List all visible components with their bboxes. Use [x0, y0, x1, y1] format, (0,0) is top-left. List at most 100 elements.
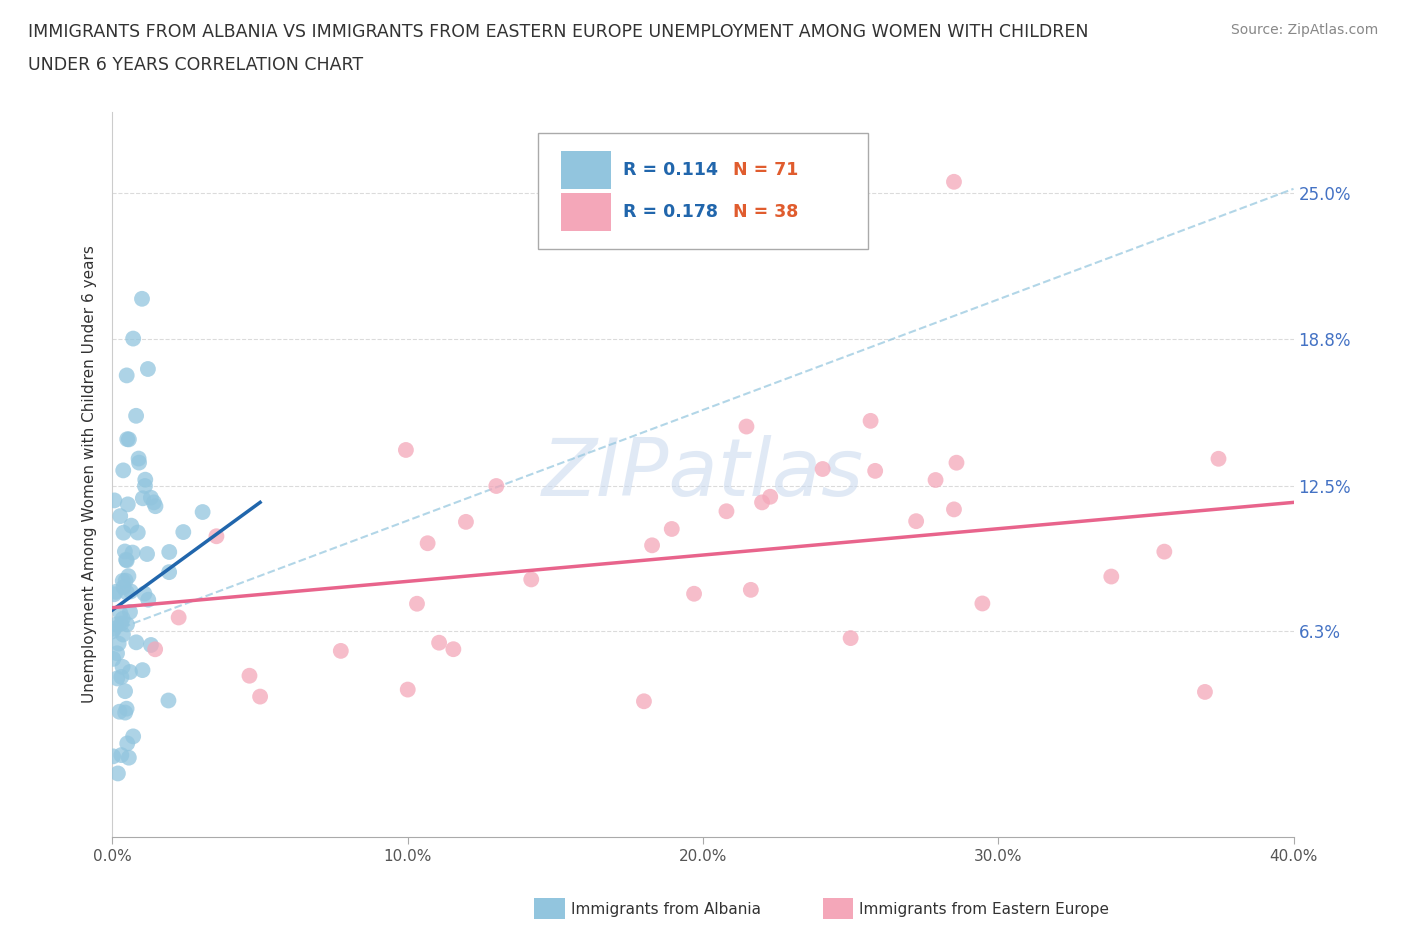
- Point: [101, 624, 124, 639]
- Point: [122, 729, 145, 744]
- Point: [118, 751, 141, 765]
- FancyBboxPatch shape: [561, 193, 610, 231]
- Point: [122, 331, 145, 346]
- Point: [112, 579, 135, 594]
- Text: N = 71: N = 71: [733, 162, 797, 179]
- Point: [416, 536, 439, 551]
- Point: [863, 463, 886, 478]
- Point: [101, 749, 124, 764]
- Point: [641, 538, 664, 552]
- Text: IMMIGRANTS FROM ALBANIA VS IMMIGRANTS FROM EASTERN EUROPE UNEMPLOYMENT AMONG WOM: IMMIGRANTS FROM ALBANIA VS IMMIGRANTS FR…: [28, 23, 1088, 41]
- Point: [142, 495, 165, 510]
- Point: [105, 671, 128, 685]
- FancyBboxPatch shape: [537, 133, 869, 249]
- Point: [945, 456, 967, 471]
- Point: [105, 645, 128, 660]
- Text: R = 0.114: R = 0.114: [623, 162, 717, 179]
- Point: [110, 509, 132, 524]
- Point: [143, 642, 166, 657]
- Point: [110, 748, 132, 763]
- Point: [924, 472, 946, 487]
- Point: [127, 525, 149, 540]
- Point: [683, 586, 706, 601]
- Point: [134, 479, 156, 494]
- Point: [205, 529, 228, 544]
- Point: [839, 631, 862, 645]
- Text: Immigrants from Albania: Immigrants from Albania: [571, 902, 761, 917]
- Point: [139, 490, 162, 505]
- Point: [157, 693, 180, 708]
- Point: [131, 663, 153, 678]
- Point: [132, 491, 155, 506]
- Point: [112, 525, 135, 540]
- Point: [751, 495, 773, 510]
- Point: [125, 408, 148, 423]
- Point: [128, 451, 150, 466]
- Point: [111, 574, 134, 589]
- Point: [1153, 544, 1175, 559]
- Point: [120, 518, 142, 533]
- Point: [661, 522, 683, 537]
- Point: [441, 642, 464, 657]
- Text: R = 0.178: R = 0.178: [623, 203, 717, 220]
- Point: [134, 472, 156, 487]
- Point: [905, 513, 928, 528]
- Text: N = 38: N = 38: [733, 203, 797, 220]
- Point: [103, 621, 125, 636]
- Point: [115, 553, 138, 568]
- Point: [136, 592, 159, 607]
- Point: [117, 497, 139, 512]
- Point: [485, 479, 508, 494]
- Point: [118, 604, 141, 619]
- Point: [110, 617, 132, 631]
- Point: [111, 659, 134, 674]
- Point: [117, 569, 139, 584]
- Text: Source: ZipAtlas.com: Source: ZipAtlas.com: [1230, 23, 1378, 37]
- Point: [111, 611, 134, 626]
- Point: [111, 627, 134, 642]
- Point: [131, 291, 153, 306]
- Point: [103, 587, 125, 602]
- Point: [396, 682, 419, 697]
- Point: [942, 502, 965, 517]
- Point: [104, 584, 127, 599]
- Point: [716, 504, 738, 519]
- Point: [110, 670, 132, 684]
- Point: [108, 704, 131, 719]
- Point: [454, 514, 477, 529]
- Point: [115, 552, 138, 567]
- Point: [136, 362, 159, 377]
- Point: [633, 694, 655, 709]
- Point: [107, 636, 129, 651]
- Point: [942, 174, 965, 189]
- Point: [115, 617, 138, 631]
- Point: [117, 736, 138, 751]
- Point: [759, 489, 782, 504]
- Point: [427, 635, 450, 650]
- Point: [115, 368, 138, 383]
- Text: Immigrants from Eastern Europe: Immigrants from Eastern Europe: [859, 902, 1109, 917]
- Point: [172, 525, 194, 539]
- Point: [1208, 451, 1230, 466]
- Point: [136, 547, 159, 562]
- Point: [134, 586, 156, 601]
- Point: [157, 545, 180, 560]
- Point: [128, 455, 150, 470]
- Point: [115, 585, 138, 600]
- Point: [104, 618, 127, 632]
- Point: [118, 432, 141, 446]
- Text: ZIPatlas: ZIPatlas: [541, 435, 865, 513]
- Point: [103, 493, 125, 508]
- Point: [249, 689, 271, 704]
- Point: [395, 443, 418, 458]
- Point: [167, 610, 190, 625]
- Point: [520, 572, 543, 587]
- Point: [740, 582, 762, 597]
- Point: [103, 651, 125, 666]
- Point: [112, 463, 135, 478]
- Point: [114, 544, 136, 559]
- Y-axis label: Unemployment Among Women with Children Under 6 years: Unemployment Among Women with Children U…: [82, 246, 97, 703]
- Point: [145, 498, 167, 513]
- Point: [157, 565, 180, 579]
- Point: [859, 414, 882, 429]
